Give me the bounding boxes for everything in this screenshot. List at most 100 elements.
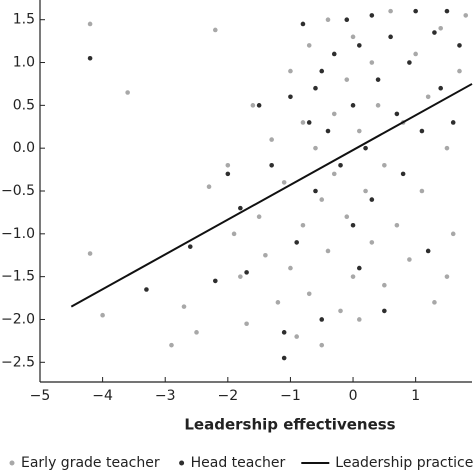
point: [450, 120, 456, 125]
y-tick-label: −2.5: [1, 354, 35, 370]
point: [256, 214, 262, 219]
y-tick-label: 1.5: [13, 12, 35, 28]
y-tick-label: 0.5: [13, 97, 35, 113]
point: [350, 274, 356, 279]
point: [144, 287, 149, 292]
point: [288, 94, 293, 100]
point: [463, 13, 469, 18]
point: [382, 308, 387, 314]
point: [369, 197, 375, 202]
point: [382, 282, 387, 288]
y-tick-label: −1.5: [1, 269, 35, 285]
y-tick-label: 1.0: [13, 55, 35, 71]
point: [300, 120, 306, 125]
point: [331, 111, 337, 117]
point: [438, 25, 443, 31]
point: [213, 278, 218, 284]
point: [363, 188, 368, 194]
point: [432, 30, 437, 35]
point: [331, 51, 337, 57]
point: [319, 342, 325, 348]
y-tick-label: −1.0: [1, 226, 35, 242]
point: [231, 231, 237, 237]
point: [413, 51, 418, 57]
point: [369, 240, 375, 245]
point: [319, 317, 325, 322]
point: [425, 94, 431, 100]
point: [319, 68, 325, 74]
point: [187, 244, 193, 249]
point: [444, 145, 450, 151]
point: [325, 128, 331, 134]
point: [438, 85, 443, 91]
point: [369, 60, 375, 65]
point: [319, 197, 325, 202]
legend-label: Leadership practices fit: [335, 455, 474, 471]
point: [238, 205, 243, 211]
point: [213, 27, 218, 33]
point: [306, 120, 312, 125]
point: [225, 163, 231, 168]
point: [457, 68, 462, 74]
point: [350, 34, 356, 40]
point: [394, 111, 400, 117]
point: [269, 137, 274, 142]
point: [313, 85, 318, 91]
point: [375, 77, 381, 82]
point: [238, 274, 243, 279]
point: [169, 342, 174, 348]
point: [269, 163, 274, 168]
point: [288, 265, 293, 271]
point: [313, 145, 318, 151]
point: [256, 103, 262, 108]
point: [100, 312, 105, 318]
point: [87, 21, 93, 27]
point: [457, 43, 462, 48]
y-tick-label: −0.5: [1, 183, 35, 199]
point: [444, 8, 450, 14]
point: [388, 8, 393, 14]
point: [325, 17, 331, 22]
point: [450, 231, 456, 237]
point: [244, 270, 249, 275]
point: [281, 180, 287, 185]
point: [394, 222, 400, 228]
point: [419, 128, 425, 134]
point: [407, 257, 412, 262]
point: [306, 291, 312, 297]
point: [444, 274, 450, 279]
point: [281, 330, 287, 335]
point: [294, 334, 299, 339]
point: [357, 128, 362, 134]
x-tick-label: −1: [280, 388, 301, 404]
point: [338, 163, 343, 168]
point: [281, 355, 287, 361]
point: [382, 163, 387, 168]
point: [194, 330, 199, 335]
x-tick-label: −2: [218, 388, 239, 404]
point: [331, 171, 337, 177]
point: [425, 248, 431, 254]
point: [288, 68, 293, 74]
point: [275, 300, 281, 305]
y-tick-label: 0.0: [13, 140, 35, 156]
point: [344, 17, 350, 22]
point: [369, 13, 375, 18]
y-tick-label: −2.0: [1, 311, 35, 327]
fit-line: [70, 83, 473, 308]
point: [407, 60, 412, 65]
legend-label: Early grade teacher: [21, 455, 160, 471]
point: [413, 8, 418, 14]
point: [313, 188, 318, 194]
point: [306, 43, 312, 48]
x-tick-label: −4: [92, 388, 113, 404]
point: [87, 251, 93, 256]
x-tick-label: 1: [411, 388, 420, 404]
point: [357, 265, 362, 271]
x-axis-label: Leadership effectiveness: [184, 416, 395, 434]
point: [244, 321, 249, 327]
point: [125, 90, 130, 95]
point: [250, 103, 256, 108]
point: [263, 252, 268, 258]
